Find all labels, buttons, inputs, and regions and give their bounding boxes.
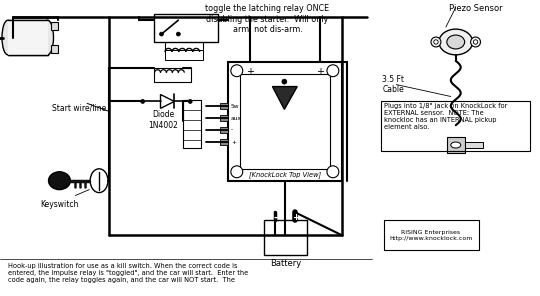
Bar [447,137,465,153]
Ellipse shape [447,35,465,49]
Text: +: + [316,67,324,77]
Bar [240,74,330,169]
Text: RISING Enterprises
http://www.knocklock.com: RISING Enterprises http://www.knocklock.… [389,230,472,241]
Bar [51,45,58,53]
Ellipse shape [2,20,14,55]
Circle shape [177,32,180,36]
Bar [447,139,463,141]
Bar [220,115,228,121]
Text: -: - [273,212,278,222]
Circle shape [282,79,287,84]
Circle shape [327,166,339,178]
Text: 3.5 Ft
Cable: 3.5 Ft Cable [382,75,404,94]
Bar [8,20,48,55]
Ellipse shape [42,20,53,55]
Bar [384,220,478,250]
Bar [220,139,228,145]
Text: Keyswitch: Keyswitch [40,200,79,208]
Text: -: - [231,128,233,133]
Circle shape [431,37,441,47]
Circle shape [327,65,339,77]
Polygon shape [160,94,174,108]
Bar [447,138,464,140]
Text: +: + [231,139,236,144]
Text: 5w: 5w [231,104,239,109]
Circle shape [434,40,438,44]
Bar [465,142,483,148]
Text: +: + [246,67,254,77]
Bar [447,141,461,143]
Bar [447,140,462,142]
Bar [447,142,460,144]
Bar [153,14,218,42]
Circle shape [231,65,243,77]
Ellipse shape [90,169,108,193]
Bar [220,127,228,133]
Bar [165,50,203,60]
Circle shape [141,99,145,103]
Circle shape [471,37,481,47]
Circle shape [159,32,164,36]
Circle shape [231,166,243,178]
Bar [220,103,228,109]
Bar [8,20,48,55]
Text: +: + [292,213,299,222]
Bar [381,102,530,151]
Text: toggle the latching relay ONCE
disabling the starter.  Will only
arm, not dis-ar: toggle the latching relay ONCE disabling… [205,4,329,34]
Bar [183,100,201,148]
Ellipse shape [439,29,472,55]
Text: Start wire/line: Start wire/line [51,103,106,112]
Bar [153,68,191,82]
Ellipse shape [49,172,70,190]
Circle shape [188,99,192,103]
Polygon shape [273,86,297,109]
Text: Hook-up illustration for use as a kill switch. When the correct code is
entered,: Hook-up illustration for use as a kill s… [8,263,248,283]
Text: Diode
1N4002: Diode 1N4002 [148,110,178,130]
Bar [264,220,307,255]
Text: [KnockLock Top View]: [KnockLock Top View] [249,171,321,178]
Bar [228,62,342,181]
Text: aux: aux [231,116,242,121]
Text: Plugs into 1/8" jack on KnockLock for
EXTERNAL sensor.  NOTE: The
knockloc has a: Plugs into 1/8" jack on KnockLock for EX… [384,103,508,131]
Ellipse shape [451,142,461,148]
Text: Battery: Battery [269,259,301,268]
Circle shape [474,40,478,44]
Bar [51,22,58,30]
Text: Piezo Sensor: Piezo Sensor [449,4,502,13]
Bar [447,137,465,139]
